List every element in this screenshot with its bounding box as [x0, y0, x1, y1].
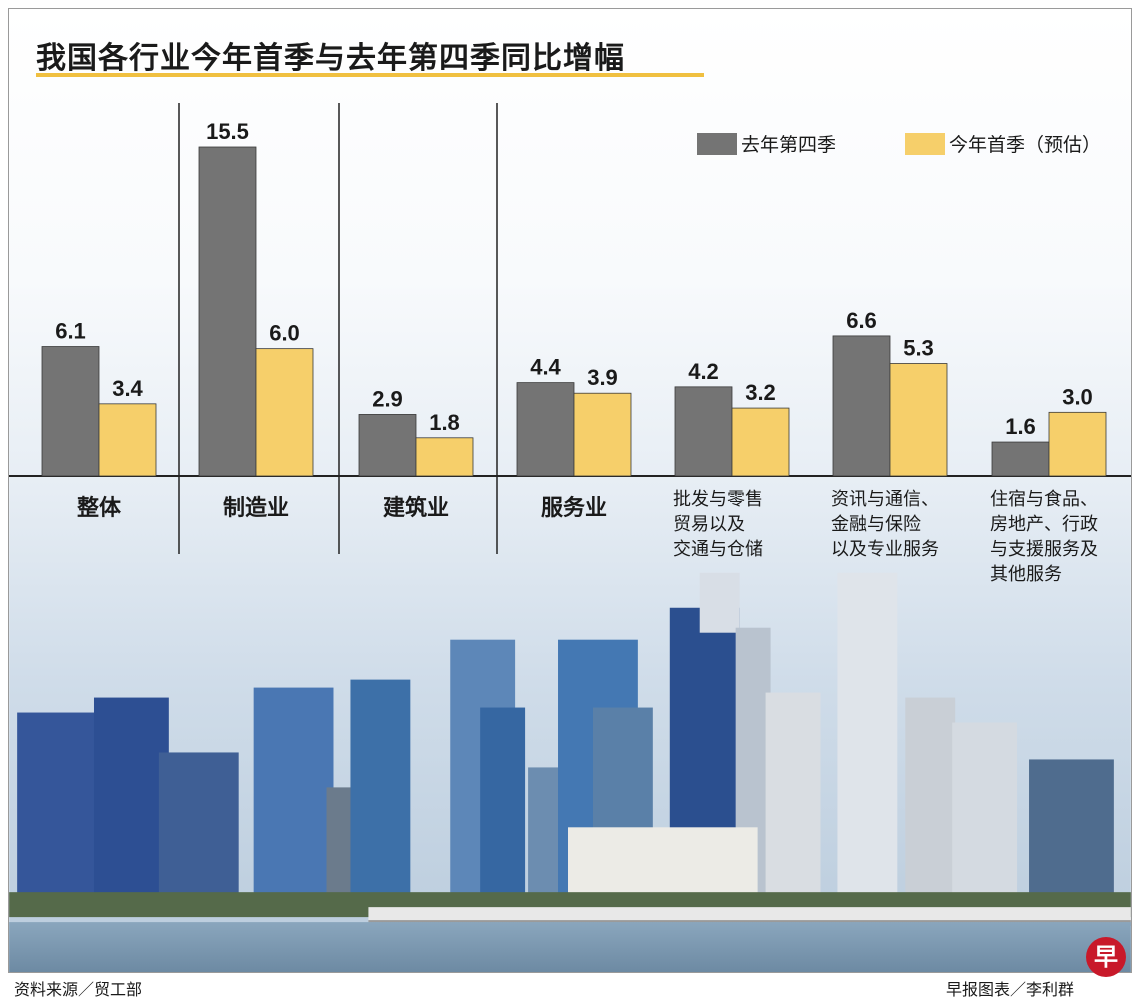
zaobao-logo: 早	[1086, 937, 1126, 977]
category-label-line: 以及专业服务	[831, 539, 939, 560]
category-label: 服务业	[541, 496, 607, 521]
category-label: 制造业	[223, 496, 289, 521]
category-label-line: 住宿与食品、	[990, 489, 1098, 510]
category-label-line: 与支援服务及	[990, 539, 1098, 560]
value-label: 4.2	[688, 359, 719, 384]
category-label: 整体	[77, 495, 122, 521]
bar-q4-last-year	[358, 414, 417, 477]
bar-q1-this-year	[255, 348, 314, 477]
value-label: 1.6	[1005, 414, 1036, 439]
chart-title: 我国各行业今年首季与去年第四季同比增幅	[36, 41, 625, 76]
legend-swatch-q4	[697, 133, 737, 155]
value-label: 6.0	[269, 321, 300, 346]
skyline-background	[9, 9, 1131, 972]
category-label-line: 交通与仓储	[673, 539, 763, 560]
category-label-line: 房地产、行政	[990, 514, 1098, 535]
value-label: 2.9	[372, 386, 403, 411]
category-label-line: 批发与零售	[673, 489, 763, 510]
legend-label: 去年第四季	[741, 134, 836, 156]
value-label: 6.6	[846, 308, 877, 333]
title-underline	[36, 73, 704, 77]
bar-q4-last-year	[991, 441, 1050, 477]
category-label: 建筑业	[383, 495, 449, 521]
value-label: 3.4	[112, 376, 143, 401]
bar-q1-this-year	[415, 437, 474, 477]
value-label: 5.3	[903, 336, 934, 361]
bar-q1-this-year	[889, 363, 948, 477]
chart-frame: 我国各行业今年首季与去年第四季同比增幅 6.1 3.4 整体 15.5 6.0 制造业 2.…	[8, 8, 1132, 973]
bar-q1-this-year	[1048, 411, 1107, 477]
legend-label: 今年首季（预估）	[949, 134, 1101, 156]
bar-q1-this-year	[98, 403, 157, 477]
value-label: 3.2	[745, 380, 776, 405]
category-label-line: 资讯与通信、	[831, 489, 939, 510]
bar-q1-this-year	[731, 407, 790, 477]
bar-q4-last-year	[198, 146, 257, 477]
legend-swatch-q1	[905, 133, 945, 155]
bar-q4-last-year	[832, 335, 891, 477]
bar-chart: 6.1 3.4 整体 15.5 6.0 制造业 2.9 1.8 建筑业 4.4 3.9 服务业 4.2 3…	[9, 103, 1131, 585]
skyline-buildings	[9, 572, 1131, 918]
category-label-line: 贸易以及	[673, 514, 745, 535]
value-label: 15.5	[206, 119, 249, 144]
source-note: 资料来源／贸工部	[14, 980, 143, 999]
value-label: 3.9	[587, 365, 618, 390]
bar-q4-last-year	[516, 382, 575, 477]
bar-q4-last-year	[41, 346, 100, 477]
value-label: 1.8	[429, 410, 460, 435]
bar-q4-last-year	[674, 386, 733, 477]
value-label: 3.0	[1062, 384, 1093, 409]
river-water	[9, 922, 1131, 972]
graphic-credit: 早报图表／李利群	[945, 980, 1074, 999]
bar-q1-this-year	[573, 392, 632, 477]
value-label: 4.4	[530, 355, 561, 380]
category-label-line: 金融与保险	[831, 514, 921, 535]
value-label: 6.1	[55, 319, 86, 344]
category-label-line: 其他服务	[990, 564, 1062, 585]
